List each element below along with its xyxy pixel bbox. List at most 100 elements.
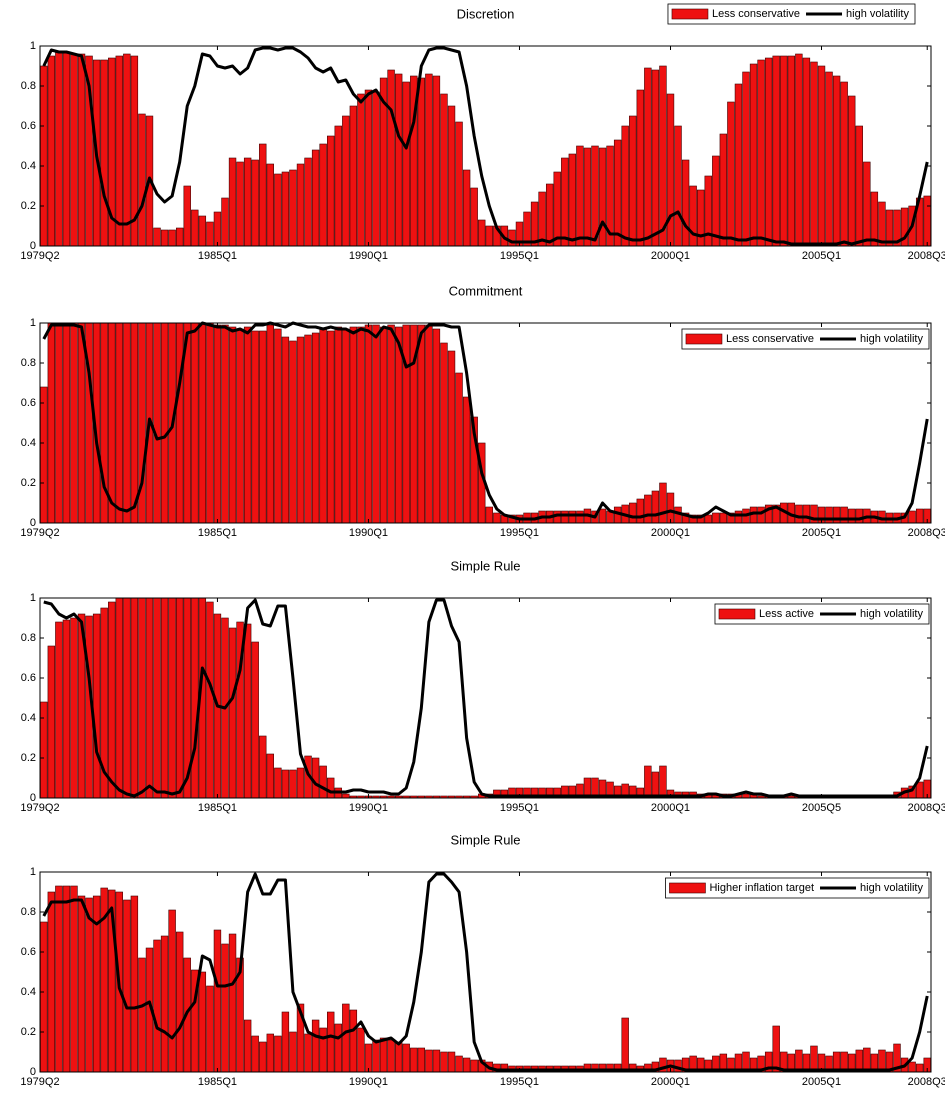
bar [334, 326, 342, 524]
bar [191, 209, 199, 247]
bar [70, 53, 78, 247]
bar [372, 91, 380, 247]
bar [915, 508, 924, 524]
bar [319, 143, 327, 247]
bar [402, 81, 410, 247]
bar [440, 1051, 448, 1073]
bar [198, 215, 207, 247]
x-tick-label: 2000Q1 [651, 1076, 690, 1088]
chart-title: Simple Rule [450, 558, 520, 573]
bar [259, 735, 267, 799]
x-tick-label: 1990Q1 [349, 250, 388, 262]
bar [629, 502, 637, 524]
line [42, 46, 929, 246]
bar [327, 330, 335, 524]
y-tick-label: 0.2 [21, 1026, 36, 1038]
y-tick-label: 0.8 [21, 906, 36, 918]
bar [115, 597, 123, 799]
bar [243, 157, 252, 247]
bar [832, 75, 841, 247]
bar [198, 971, 207, 1073]
bar [70, 322, 78, 524]
bar [447, 350, 456, 524]
bar [621, 1017, 629, 1073]
bar [387, 69, 395, 247]
bar [493, 512, 501, 524]
bar [40, 921, 48, 1073]
bar [289, 1031, 297, 1073]
bar [478, 219, 486, 247]
bar [349, 1009, 358, 1073]
bar [77, 53, 86, 247]
legend-label: Less active [759, 608, 814, 620]
x-tick-label: 2008Q3 [908, 250, 945, 262]
bar [311, 332, 320, 524]
bar [334, 125, 342, 247]
bar [115, 55, 123, 247]
bar [342, 328, 350, 524]
y-tick-label: 0.4 [21, 160, 36, 172]
bar [266, 324, 274, 524]
plot-frame [39, 322, 932, 524]
bar [462, 169, 471, 247]
x-tick-label: 1990Q1 [349, 802, 388, 814]
bar [221, 943, 229, 1073]
bar [153, 322, 161, 524]
bar [810, 1045, 818, 1073]
bar [175, 227, 184, 247]
bar [810, 61, 818, 247]
bar [123, 597, 131, 799]
bar [334, 1023, 342, 1073]
bar [485, 506, 493, 524]
legend-swatch [718, 608, 756, 620]
bar [160, 597, 169, 799]
bar [281, 171, 290, 247]
bar [440, 93, 448, 247]
bar [394, 326, 403, 524]
bar [825, 506, 833, 524]
bar [236, 328, 244, 524]
bar [92, 613, 101, 799]
bar [470, 187, 478, 247]
x-tick-label: 1995Q1 [500, 802, 539, 814]
bar [432, 328, 441, 524]
bar [787, 55, 796, 247]
bar [123, 899, 131, 1073]
bar [349, 105, 358, 247]
bar [636, 89, 644, 247]
bar [644, 494, 652, 524]
legend-label: high volatility [860, 882, 923, 894]
bar [379, 326, 388, 524]
bar [289, 340, 297, 524]
bar [568, 510, 577, 524]
bar [364, 89, 373, 247]
bar [870, 191, 879, 247]
bar [387, 1039, 395, 1073]
bar [372, 1039, 380, 1073]
bar [364, 1043, 373, 1073]
bar [462, 1057, 471, 1073]
bar [825, 71, 833, 247]
legend-label: Less conservative [726, 333, 814, 345]
line [42, 321, 929, 521]
bar [719, 133, 728, 247]
bar [357, 93, 365, 247]
y-tick-label: 0.4 [21, 437, 36, 449]
legend: Less conservative high volatility [681, 328, 930, 350]
bar [281, 769, 290, 799]
x-tick-label: 2000Q1 [651, 250, 690, 262]
bar [681, 159, 690, 247]
bar [327, 1011, 335, 1073]
bar [425, 73, 433, 247]
legend: Higher inflation target high volatility [665, 877, 930, 899]
bar [757, 506, 765, 524]
bar [191, 322, 199, 524]
bar [296, 336, 305, 524]
bar [425, 324, 433, 524]
bar [77, 322, 86, 524]
bar [274, 1035, 282, 1073]
bar [923, 195, 931, 247]
plot-frame [39, 45, 932, 247]
